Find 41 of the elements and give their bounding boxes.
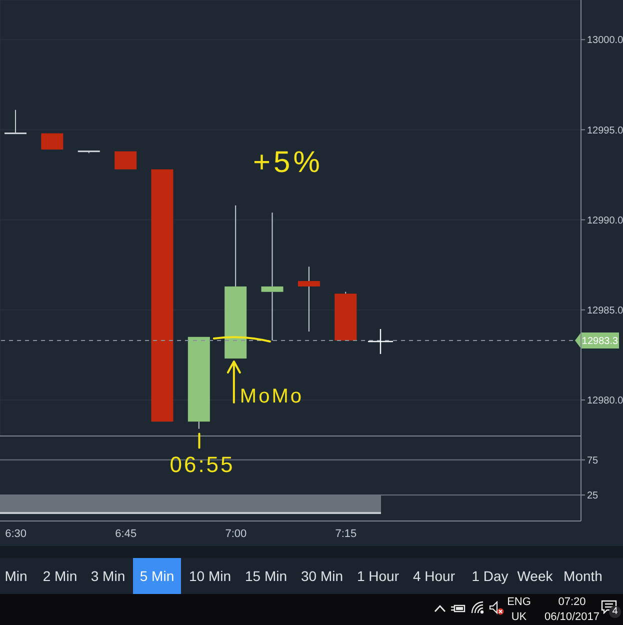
candlestick (298, 266, 320, 332)
x-tick-label: 6:45 (115, 528, 137, 540)
y-tick-label: 25 (587, 490, 599, 502)
candlestick (188, 336, 210, 430)
candlestick (114, 151, 137, 170)
text: 07:20 (557, 595, 587, 609)
x-tick-label: 7:15 (335, 528, 357, 540)
y-tick-label: 12980.0 (587, 396, 623, 407)
text: 06/10/2017 (543, 610, 601, 624)
text: 3 Min (90, 568, 126, 584)
selected-tab: 5 Min (133, 558, 181, 594)
text: 30 Min (300, 568, 344, 584)
text: 4 Hour (412, 568, 456, 584)
candlestick (4, 109, 27, 134)
text: 15 Min (244, 568, 288, 584)
x-tick-label: 6:30 (5, 528, 27, 540)
text: 1 Hour (356, 568, 400, 584)
text: Month (564, 568, 602, 584)
text: Week (517, 568, 553, 584)
text: 2 Min (42, 568, 78, 584)
candlestick (78, 150, 100, 154)
text: ENG (506, 595, 532, 609)
annotation: +5% (253, 146, 323, 179)
candlestick (261, 212, 284, 342)
candlestick (224, 204, 247, 359)
y-tick-label: 12985.0 (587, 305, 623, 316)
text: UK (511, 611, 527, 623)
text: 1 Day (472, 568, 508, 584)
candlestick (151, 169, 174, 422)
x-tick-label: 7:00 (225, 528, 247, 540)
y-tick-label: 12995.0 (587, 125, 623, 136)
text: 10 Min (188, 568, 232, 584)
y-tick-label: 75 (587, 455, 599, 466)
y-tick-label: 13000.0 (587, 35, 623, 46)
ref-line-label: 12983.3 (582, 336, 619, 348)
y-tick-label: 12990.0 (587, 215, 623, 226)
text: 4 (609, 606, 621, 618)
candlestick (41, 133, 64, 150)
annotation: MoMo (240, 386, 304, 408)
annotation: 06:55 (170, 452, 235, 477)
text: Min (4, 568, 28, 584)
